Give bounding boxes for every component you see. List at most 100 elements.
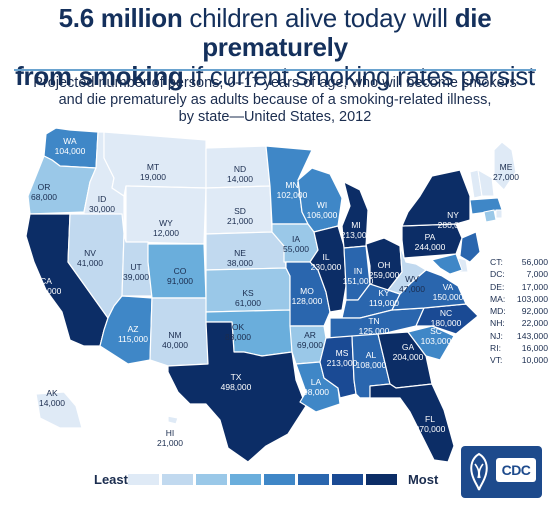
subtitle: Projected number of persons, 0–17 years … — [0, 75, 550, 126]
state-hi — [167, 415, 179, 425]
state-sc — [407, 325, 455, 361]
state-label-nv: NV 41,000 — [77, 248, 103, 268]
headline-text-2: if current smoking rates persist — [183, 61, 535, 91]
state-label-pa: PA 244,000 — [415, 232, 446, 252]
small-state-abbr: DE: — [490, 281, 505, 292]
state-abbr: WI — [317, 200, 327, 210]
state-abbr: OH — [378, 260, 391, 270]
state-value: 213,000 — [341, 230, 372, 240]
state-label-in: IN 151,000 — [343, 266, 374, 286]
small-state-shape — [483, 209, 497, 223]
state-abbr: HI — [166, 428, 175, 438]
state-abbr: SD — [234, 206, 246, 216]
legend-swatch — [127, 473, 159, 485]
state-abbr: CA — [40, 276, 52, 286]
state-label-ia: IA 55,000 — [283, 234, 309, 254]
state-value: 30,000 — [89, 204, 115, 214]
legend-swatch — [365, 473, 397, 485]
state-value: 103,000 — [421, 336, 452, 346]
state-label-ut: UT 39,000 — [123, 262, 149, 282]
small-state-value: 17,000 — [521, 281, 548, 292]
state-abbr: PA — [425, 232, 436, 242]
state-value: 55,000 — [283, 244, 309, 254]
subtitle-line-1: Projected number of persons, 0–17 years … — [33, 75, 517, 91]
state-label-ak: AK 14,000 — [39, 388, 65, 408]
state-label-oh: OH 259,000 — [369, 260, 400, 280]
state-value: 108,000 — [356, 360, 387, 370]
state-label-nm: NM 40,000 — [162, 330, 188, 350]
state-label-mo: MO 128,000 — [292, 286, 323, 306]
state-abbr: OK — [232, 322, 245, 332]
cdc-wordmark: CDC — [496, 458, 536, 482]
state-abbr: MT — [147, 162, 159, 172]
small-state-abbr: DC: — [490, 269, 505, 280]
state-value: 128,000 — [292, 296, 323, 306]
state-value: 125,000 — [359, 326, 390, 336]
small-state-abbr: MD: — [490, 306, 506, 317]
state-me — [493, 141, 517, 191]
small-state-abbr: MA: — [490, 293, 506, 304]
state-label-ar: AR 69,000 — [297, 330, 323, 350]
state-value: 14,000 — [227, 174, 253, 184]
state-value: 91,000 — [167, 276, 193, 286]
state-value: 19,000 — [140, 172, 166, 182]
state-ak — [35, 391, 83, 429]
subtitle-line-3: by state—United States, 2012 — [178, 109, 372, 125]
state-value: 40,000 — [162, 340, 188, 350]
small-state-row: NJ: 143,000 — [490, 330, 548, 342]
state-abbr: OR — [38, 182, 51, 192]
state-abbr: AL — [366, 350, 377, 360]
state-abbr: ND — [234, 164, 246, 174]
small-state-value: 92,000 — [521, 306, 548, 317]
state-label-ky: KY 119,000 — [369, 288, 399, 308]
state-label-wy: WY 12,000 — [153, 218, 179, 238]
state-value: 61,000 — [235, 298, 261, 308]
state-abbr: MN — [285, 180, 298, 190]
small-state-shape — [459, 231, 481, 263]
state-abbr: AR — [304, 330, 316, 340]
state-label-va: VA 150,000 — [433, 282, 464, 302]
small-state-row: MA: 103,000 — [490, 293, 548, 305]
small-states-table: CT: 56,000 DC: 7,000 DE: 17,000 MA: 103,000 MD: 9… — [490, 256, 550, 367]
state-label-sc: SC 103,000 — [421, 326, 452, 346]
cdc-logo: CDC — [461, 446, 542, 498]
northeast-small-states — [431, 169, 503, 275]
state-label-tx: TX 498,000 — [221, 372, 252, 392]
small-state-value: 16,000 — [521, 343, 548, 354]
small-state-row: MD: 92,000 — [490, 305, 548, 317]
state-value: 115,000 — [118, 334, 148, 344]
state-abbr: WA — [63, 136, 77, 146]
small-state-shape — [431, 253, 463, 275]
headline-line-2: from smoking if current smoking rates pe… — [0, 62, 550, 91]
small-state-row: NH: 22,000 — [490, 317, 548, 329]
small-state-abbr: RI: — [490, 343, 501, 354]
subtitle-line-2: and die prematurely as adults because of… — [58, 92, 492, 108]
legend-swatch — [229, 473, 261, 485]
state-value: 213,000 — [327, 358, 358, 368]
state-label-ms: MS 213,000 — [327, 348, 358, 368]
divider — [14, 69, 536, 71]
state-tx — [167, 321, 307, 463]
small-state-shape — [495, 209, 503, 219]
state-label-ga: GA 204,000 — [393, 342, 424, 362]
legend-swatch — [161, 473, 193, 485]
state-label-nd: ND 14,000 — [227, 164, 253, 184]
state-label-ca: CA 441,000 — [31, 276, 62, 296]
state-abbr: AK — [46, 388, 58, 398]
small-state-abbr: NJ: — [490, 330, 503, 341]
state-value: 119,000 — [369, 298, 399, 308]
state-value: 47,000 — [399, 284, 425, 294]
state-fl — [359, 383, 455, 463]
small-state-row: RI: 16,000 — [490, 342, 548, 354]
state-value: 230,000 — [311, 262, 342, 272]
state-value: 104,000 — [55, 146, 86, 156]
small-state-shape — [477, 169, 495, 197]
state-abbr: NC — [440, 308, 452, 318]
state-value: 21,000 — [227, 216, 253, 226]
state-abbr: GA — [402, 342, 415, 352]
state-label-mn: MN 102,000 — [277, 180, 308, 200]
state-abbr: NY — [447, 210, 459, 220]
state-abbr: NE — [234, 248, 246, 258]
state-value: 259,000 — [369, 270, 400, 280]
state-value: 106,000 — [307, 210, 338, 220]
